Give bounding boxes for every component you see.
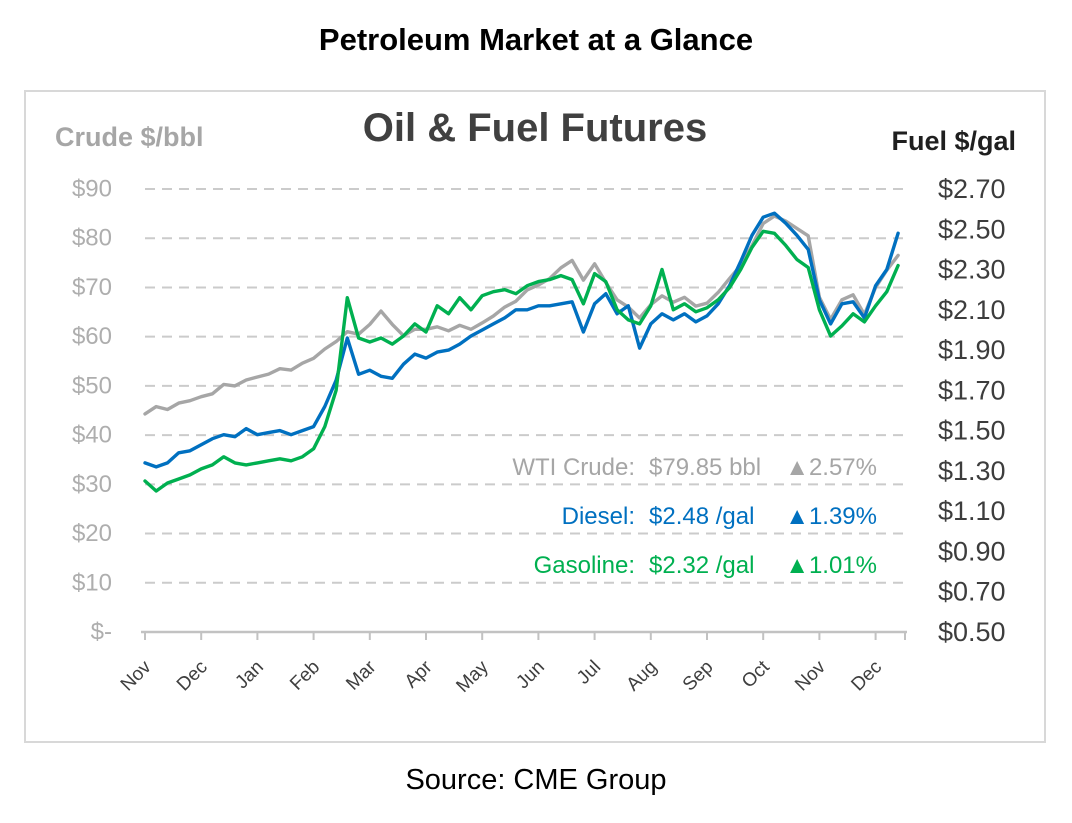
left-axis-tick-label: $60: [72, 323, 112, 350]
legend-change-gasoline: ▲1.01%: [785, 551, 877, 579]
right-axis-tick-label: $0.50: [938, 617, 1006, 647]
left-axis-tick-label: $80: [72, 225, 112, 252]
plot-svg: $90 $80 $70 $60 $50 $40 $30 $20 $10 $- $2.70 $2.50 $…: [72, 174, 1006, 697]
right-axis-tick-label: $2.70: [938, 174, 1006, 204]
right-axis-tick-label: $1.10: [938, 496, 1006, 526]
legend-label-gasoline: Gasoline:: [533, 551, 635, 579]
x-axis-tick-label: Aug: [623, 657, 662, 696]
chart-legend: WTI Crude: $79.85 bbl ▲2.57% Diesel: $2.…: [512, 443, 877, 590]
right-axis-tick-label: $0.70: [938, 577, 1006, 607]
x-axis-tick-label: Feb: [286, 657, 324, 695]
chart-title: Oil & Fuel Futures: [362, 106, 708, 150]
left-axis-tick-label: $10: [72, 569, 112, 596]
legend-change-wti: ▲2.57%: [785, 453, 877, 481]
right-axis-tick-label: $2.50: [938, 214, 1006, 244]
right-axis-tick-label: $1.50: [938, 416, 1006, 446]
x-axis-tick-label: Jun: [512, 657, 549, 694]
series-line-diesel: [143, 211, 900, 469]
x-axis-tick-label: Nov: [117, 656, 156, 695]
x-axis-tick-label: Dec: [847, 657, 886, 696]
legend-label-wti: WTI Crude:: [512, 453, 635, 481]
x-axis-tick-label: Apr: [401, 656, 437, 692]
series-line-gasoline: [143, 229, 900, 493]
x-axis-tick-label: May: [452, 656, 493, 697]
left-axis-title: Crude $/bbl: [55, 122, 204, 152]
series-line-wti-crude: [143, 214, 900, 416]
x-axis-tick-label: Jan: [231, 657, 268, 694]
legend-change-diesel: ▲1.39%: [785, 502, 877, 530]
source-credit: Source: CME Group: [405, 764, 667, 796]
right-axis-tick-label: $2.30: [938, 255, 1006, 285]
legend-value-diesel: $2.48 /gal: [649, 502, 755, 530]
right-axis-tick-label: $1.30: [938, 456, 1006, 486]
legend-label-diesel: Diesel:: [561, 502, 635, 530]
x-axis-tick-label: Nov: [791, 656, 830, 695]
legend-value-gasoline: $2.32 /gal: [649, 551, 755, 579]
x-axis-tick-label: Jul: [573, 657, 605, 689]
page-title: Petroleum Market at a Glance: [318, 22, 754, 57]
right-axis-tick-label: $1.70: [938, 375, 1006, 405]
left-axis-tick-label: $30: [72, 471, 112, 498]
left-axis-tick-label: $70: [72, 274, 112, 301]
right-axis-tick-label: $2.10: [938, 295, 1006, 325]
left-axis-tick-label: $90: [72, 176, 112, 203]
left-axis-tick-label: $20: [72, 520, 112, 547]
legend-value-wti: $79.85 bbl: [649, 453, 762, 481]
right-axis-tick-label: $0.90: [938, 536, 1006, 566]
left-axis-tick-label: $40: [72, 422, 112, 449]
left-axis-tick-label: $-: [91, 619, 112, 646]
x-axis-tick-label: Sep: [679, 657, 718, 696]
x-axis-tick-label: Oct: [738, 656, 774, 692]
chart-card: Crude $/bbl Oil & Fuel Futures Fuel $/ga…: [24, 90, 1046, 743]
x-axis-tick-label: Mar: [342, 656, 380, 694]
right-axis-title: Fuel $/gal: [891, 126, 1016, 156]
left-axis-tick-label: $50: [72, 372, 112, 399]
x-axis-tick-label: Dec: [173, 657, 212, 696]
right-axis-tick-label: $1.90: [938, 335, 1006, 365]
